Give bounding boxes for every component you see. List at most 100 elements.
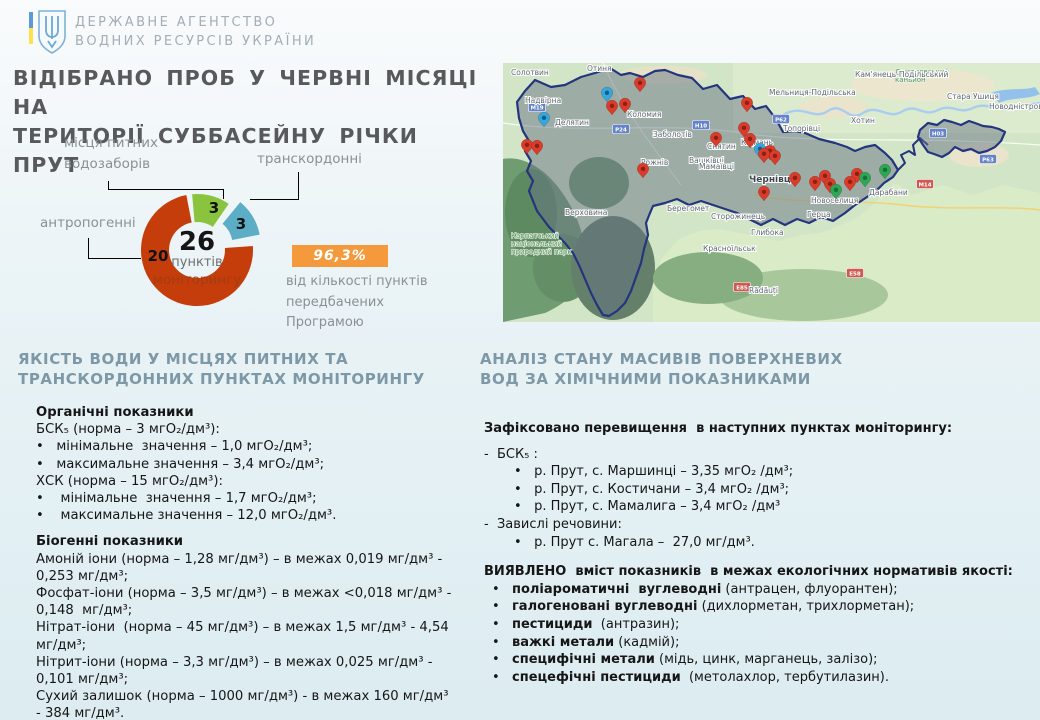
- map-pin-blue: [601, 86, 613, 103]
- map-city-label: Стара Ушиця: [947, 92, 999, 101]
- map-city-label: Rădăuți: [749, 286, 778, 296]
- found-title: ВИЯВЛЕНО вміст показників в межах еколог…: [484, 564, 1013, 580]
- found-rest: (мідь, цинк, марганець, залізо);: [654, 652, 878, 668]
- left-section-title-line1: ЯКІСТЬ ВОДИ У МІСЦЯХ ПИТНИХ ТА: [18, 350, 349, 368]
- map-city-label: Рожнів: [641, 158, 668, 167]
- map-pin-red: [769, 149, 781, 166]
- map-pin-red: [738, 121, 750, 138]
- svg-text:Р24: Р24: [615, 127, 627, 133]
- map-pin-red: [809, 175, 821, 192]
- map-city-label: Новоселиця: [811, 196, 858, 205]
- connector-anthropogenic: [88, 238, 141, 259]
- exceed-item: • р. Прут, с. Маршинці – 3,35 мгО₂ /дм³;: [514, 464, 794, 480]
- exceed-item: • р. Прут с. Магала – 27,0 мг/дм³.: [514, 534, 755, 550]
- map-city-label: Герца: [807, 210, 831, 219]
- found-term: специфічні метали: [512, 652, 655, 668]
- svg-text:Н03: Н03: [932, 131, 944, 137]
- text-line: • максимальне значення – 3,4 мгО₂/дм³;: [36, 456, 325, 472]
- map-city-label: Глибока: [751, 228, 784, 237]
- map-city-label: Отиня: [587, 64, 612, 73]
- badge-caption-line1: від кількості пунктів: [286, 274, 428, 289]
- bullet: •: [492, 616, 500, 632]
- map-pin-red: [844, 175, 856, 192]
- svg-text:Е85: Е85: [736, 285, 748, 291]
- left-section-body: Органічні показники БСК₅ (норма – 3 мгО₂…: [36, 404, 456, 720]
- page-title: ВІДІБРАНО ПРОБ У ЧЕРВНІ МІСЯЦІ НА ТЕРИТО…: [13, 64, 493, 180]
- found-term: спецефічні пестициди: [512, 669, 681, 685]
- map-city-label: Берегомет: [667, 204, 710, 213]
- bullet: •: [492, 599, 500, 615]
- map-city-label: Новодністровськ: [989, 102, 1040, 111]
- exceed-group-label: - БСК₅ :: [484, 446, 538, 462]
- map-city-label: Снятин: [707, 142, 736, 151]
- road-badge: Р63: [979, 154, 997, 164]
- map-pin-green: [830, 183, 842, 200]
- map-pin-red: [521, 138, 533, 155]
- map-pin-green: [859, 171, 871, 188]
- found-item: • важкі метали (кадмій);: [484, 634, 1037, 652]
- map-city-label: Чернівці: [749, 174, 794, 185]
- text-line: • максимальне значення – 12,0 мгО₂/дм³.: [36, 508, 337, 524]
- map-pin-red: [634, 76, 646, 93]
- exceed-title: Зафіксовано перевищення в наступних пунк…: [484, 421, 953, 436]
- right-section-body: Зафіксовано перевищення в наступних пунк…: [484, 420, 1037, 686]
- svg-text:Р62: Р62: [775, 117, 787, 123]
- flag-bar-yellow: [29, 28, 33, 44]
- slice-value-anthropogenic: 20: [147, 247, 169, 265]
- road-badge: Е85: [733, 282, 751, 292]
- connector-transboundary: [250, 172, 299, 200]
- donut-center-value: 26: [178, 227, 216, 257]
- map-city-label: Кам'янець-Подільський: [855, 70, 949, 79]
- right-section-title: АНАЛІЗ СТАНУ МАСИВІВ ПОВЕРХНЕВИХ ВОД ЗА …: [480, 350, 960, 389]
- found-rest: (метолахлор, тербутилазин).: [680, 669, 890, 685]
- found-item: • галогеновані вуглеводні (дихлорметан, т…: [484, 598, 1037, 616]
- exceed-group-label: - Завислі речовини:: [484, 516, 622, 532]
- map-pin-red: [606, 99, 618, 116]
- bullet: •: [492, 652, 500, 668]
- right-section-title-line1: АНАЛІЗ СТАНУ МАСИВІВ ПОВЕРХНЕВИХ: [480, 350, 843, 368]
- badge-caption: від кількості пунктів передбачених Прогр…: [286, 272, 456, 334]
- left-section-title: ЯКІСТЬ ВОДИ У МІСЦЯХ ПИТНИХ ТА ТРАНСКОРД…: [18, 350, 468, 389]
- svg-text:Р63: Р63: [982, 157, 994, 163]
- map-area-label: Дністровський каньйон: [895, 68, 949, 84]
- map-city-label: Топорівці: [782, 124, 820, 133]
- bullet: •: [492, 581, 500, 597]
- found-item: • поліароматичні вуглеводні (антрацен, фл…: [484, 581, 1037, 599]
- road-badge: Р24: [612, 124, 630, 134]
- bullet: •: [492, 669, 500, 685]
- map-pin-red: [619, 97, 631, 114]
- text-line: Амоній іони (норма – 1,28 мг/дм³) – в ме…: [36, 551, 447, 584]
- found-term: пестициди: [512, 616, 593, 632]
- map-city-label: Надвірна: [525, 96, 561, 105]
- left-section-title-line2: ТРАНСКОРДОННИХ ПУНКТАХ МОНІТОРИНГУ: [18, 369, 425, 388]
- map-pin-red: [710, 131, 722, 148]
- road-badge: Р62: [772, 114, 790, 124]
- map-city-label: Солотвин: [511, 68, 549, 77]
- label-drinking-line2: водозаборів: [64, 156, 151, 172]
- found-item: • специфічні метали (мідь, цинк, марганец…: [484, 651, 1037, 669]
- road-badge: Е58: [846, 268, 864, 278]
- donut-center-label1: пунктів: [171, 255, 223, 270]
- map-pin-red: [531, 139, 543, 156]
- label-drinking-line1: місця питних: [64, 135, 159, 151]
- title-line-2: ТЕРИТОРІЇ СУББАСЕЙНУ РІЧКИ ПРУТ: [13, 124, 418, 177]
- bullet: •: [492, 634, 500, 650]
- found-rest: (кадмій);: [614, 634, 680, 650]
- found-term: поліароматичні вуглеводні: [512, 581, 722, 597]
- map-pin-red: [758, 147, 770, 164]
- text-line: Нітрит-іони (норма – 3,3 мг/дм³) – в меж…: [36, 654, 437, 688]
- exceed-item: • р. Прут, с. Мамалига – 3,4 мгО₂ /дм³: [514, 499, 781, 515]
- found-item: • пестициди (антразин);: [484, 616, 1037, 634]
- badge-caption-line2: передбачених Програмою: [286, 294, 385, 331]
- donut-center-label2: моніторингу: [152, 272, 242, 288]
- donut-slice-2: [222, 202, 260, 241]
- map-city-label: Хотин: [851, 116, 875, 125]
- agency-line-2: ВОДНИХ РЕСУРСІВ УКРАЇНИ: [75, 34, 317, 49]
- donut-chart: [141, 193, 260, 306]
- flag-bar-blue: [29, 12, 33, 28]
- road-badge: М19: [528, 102, 546, 112]
- text-line: ХСК (норма – 15 мгО₂/дм³):: [36, 473, 223, 489]
- label-anthropogenic: антропогенні: [40, 215, 136, 231]
- organic-title: Органічні показники: [36, 405, 194, 420]
- map-city-label: Мельниця-Подільська: [769, 88, 856, 97]
